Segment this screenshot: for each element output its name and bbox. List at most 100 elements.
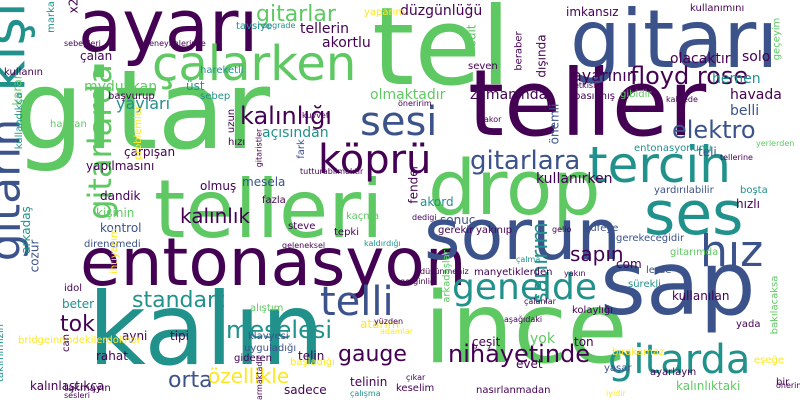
cloud-word: telleri [154,163,384,256]
cloud-word: seven [468,61,498,72]
cloud-word: geçeyim [771,17,783,61]
cloud-word: hızı [228,137,246,148]
cloud-word: yardırılabilir [654,185,714,196]
cloud-word: nihayetinde [448,340,591,368]
cloud-word: tipi [170,329,189,343]
cloud-word: çalan [80,49,113,63]
cloud-word: gerginliği [400,277,438,286]
cloud-word: ihtiyacım [108,228,120,274]
cloud-word: bırakamaz [612,347,665,358]
cloud-word: hareketli [200,65,244,76]
cloud-word: klavyesi [248,331,289,342]
cloud-word: tellerine [720,153,753,162]
cloud-word: ince [424,272,628,386]
cloud-word: mesela [242,175,286,189]
cloud-word: gerekeceğidir [616,233,685,244]
cloud-word: genelde [452,267,597,308]
cloud-word: ses [644,179,744,249]
cloud-word: tercih [588,136,731,194]
cloud-word: sapın [570,242,624,266]
cloud-word: sürekli [628,279,661,290]
cloud-word: steve [288,221,316,232]
cloud-word: gitarlar [256,2,336,27]
cloud-word: gitarda [608,337,751,383]
cloud-word: yapılmasını [86,159,155,173]
cloud-word: evet [516,357,543,371]
cloud-word: kalitede [666,95,698,104]
cloud-word: kullanın [4,67,43,78]
cloud-word: bir [776,377,790,388]
cloud-word: başladığı [290,357,335,368]
cloud-word: sap [600,232,756,335]
cloud-word: kaldırdığı [364,239,401,248]
cloud-word: gitaristler [254,128,264,168]
cloud-word: gitarlara [470,146,581,176]
cloud-word: ayarlayın [650,367,697,378]
cloud-word: tutturabilmektir [300,167,364,176]
cloud-word: düzgünlüğü [400,3,483,19]
cloud-word: fazla [262,195,286,206]
cloud-word: aşağıdaki [504,315,543,324]
cloud-word: akord [420,195,454,209]
cloud-word: ayni [122,329,148,343]
cloud-word: arkadaşları [441,247,453,303]
cloud-word: hemen [712,71,761,87]
cloud-word: floyd rose [630,62,749,90]
cloud-word: çalanlar [524,297,556,306]
cloud-word: olmuş [200,179,237,193]
cloud-word: bridgeinrindekilerdolinor [18,335,141,346]
cloud-word: keselim [396,383,435,394]
cloud-word: kullanılan [672,289,730,303]
cloud-word: teller [468,50,707,157]
cloud-word: lerde [646,265,672,276]
cloud-word: önerim [776,381,800,390]
cloud-word: ton [574,335,594,349]
cloud-word: yaparım [364,7,406,18]
cloud-word: rahat [96,349,128,363]
cloud-word: kalın [88,271,325,388]
cloud-word: solo [742,49,771,65]
cloud-word: başvurup [108,91,155,102]
cloud-word: gitarı [570,0,779,86]
cloud-word: akor [484,115,502,124]
cloud-word: upgrade [262,21,296,30]
cloud-word: problemler [133,105,145,161]
cloud-word: com [616,257,642,271]
cloud-word: elektro [672,116,756,144]
cloud-word: kuvvet [302,111,329,120]
cloud-word: boşta [740,185,768,196]
cloud-word: kolaylığı [572,305,614,316]
cloud-word: tok [60,312,95,337]
cloud-word: deneyimlerince [144,39,206,48]
cloud-word: yayları [116,94,171,113]
cloud-word: entonasyonunu [634,143,712,154]
cloud-word: basılmış [574,91,615,102]
cloud-word: ayarının [572,66,637,85]
cloud-word: telli [320,279,394,325]
cloud-word: kullanırken [536,171,613,187]
cloud-word: gitarımda [670,247,719,258]
cloud-word: telinin [350,375,388,389]
cloud-word: atarım [360,317,400,331]
cloud-word: fark [295,139,307,159]
cloud-word: hız [700,226,764,277]
cloud-word: dandik [100,189,141,203]
cloud-word: tavsiye [236,21,273,32]
cloud-word: sonuç [440,213,476,227]
cloud-word: yada [736,319,761,330]
cloud-word: kişinin [96,206,135,220]
cloud-word: x2 [66,0,81,14]
cloud-word: uyguladığı [244,343,297,354]
cloud-word: orta [168,368,213,393]
cloud-word: beraber [513,31,525,71]
cloud-word: yakınıp [476,225,513,236]
cloud-word: alıştım [250,303,284,314]
cloud-word: yaşar [604,363,632,374]
cloud-word: yakın [564,269,586,278]
cloud-word: çarpışan [124,145,176,159]
cloud-word: kaçma [346,211,380,222]
cloud-word: gelio [552,225,572,234]
cloud-word: üst [186,79,205,93]
cloud-word: entonasyon [80,224,467,301]
cloud-word: dışında [534,34,549,78]
